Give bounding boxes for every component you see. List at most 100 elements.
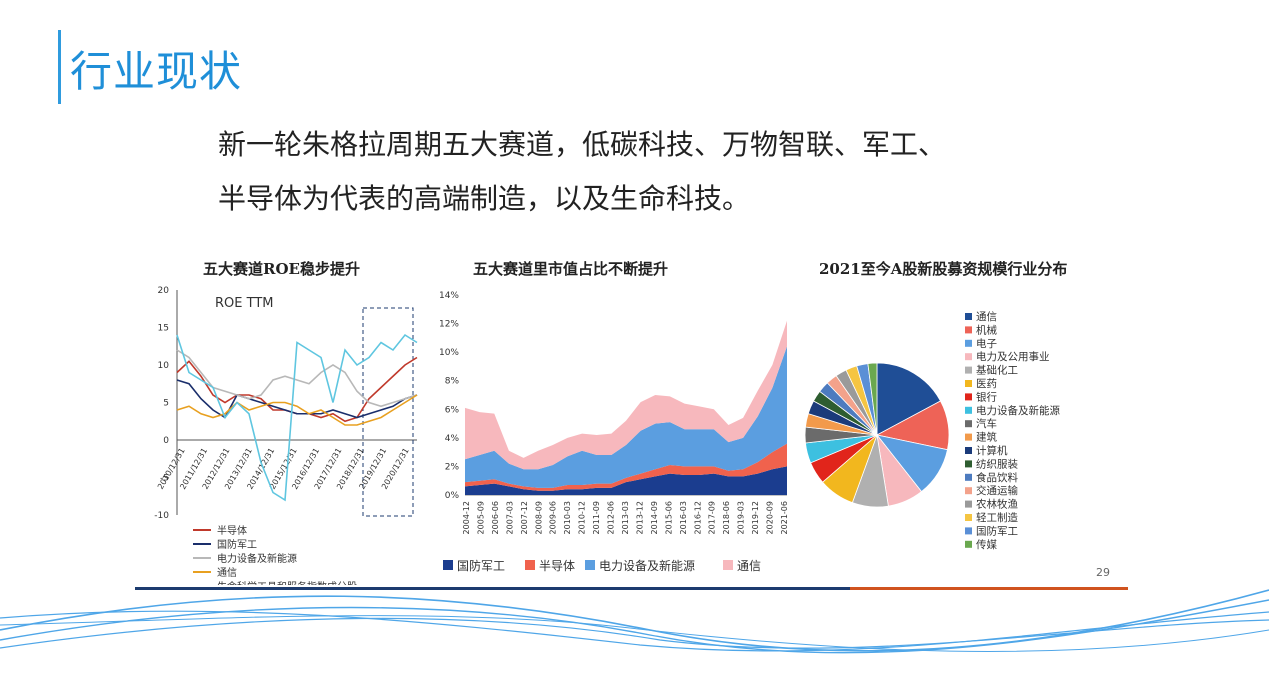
chart3-title: 2021至今A股新股募资规模行业分布 <box>819 260 1068 278</box>
chart2-title: 五大赛道里市值占比不断提升 <box>473 260 669 278</box>
chart2-x-tick-label: 2018-06 <box>722 501 731 534</box>
chart3-legend-swatch <box>965 460 972 468</box>
chart2-y-tick-label: 10% <box>439 348 459 358</box>
chart2-x-tick-label: 2007-03 <box>505 501 514 534</box>
chart1-y-tick-label: -5 <box>160 474 169 484</box>
chart2-x-tick-label: 2012-06 <box>607 501 616 534</box>
chart2-y-tick-label: 8% <box>445 377 460 387</box>
chart2-x-tick-label: 2021-06 <box>780 501 789 534</box>
chart3-legend-label: 传媒 <box>976 538 997 551</box>
chart2-legend-swatch <box>443 560 453 570</box>
chart3-legend-swatch <box>965 500 972 508</box>
chart1-legend-label: 生命科学工具和服务指数成分股 <box>217 580 357 585</box>
chart3-legend-swatch <box>965 540 972 548</box>
chart1-series-line <box>176 349 418 408</box>
chart3-legend-swatch <box>965 393 972 401</box>
chart1-legend-label: 半导体 <box>217 524 247 537</box>
chart2-series-area <box>465 443 787 491</box>
chart2-legend-label: 国防军工 <box>457 558 505 573</box>
chart1-annotation: ROE TTM <box>215 296 273 311</box>
intro-line-2: 半导体为代表的高端制造，以及生命科技。 <box>218 182 751 215</box>
market-cap-area-chart: 14% 12% 10% 8% 6% 4% 2% 0%2004-12 2005-09 2006-06… <box>439 291 789 573</box>
chart1-legend-label: 电力设备及新能源 <box>217 552 297 565</box>
page-title: 行业现状 <box>70 47 243 96</box>
chart2-x-tick-label: 2019-03 <box>737 501 746 534</box>
chart1-y-tick-label: 15 <box>158 324 169 334</box>
chart2-x-tick-label: 2006-06 <box>491 501 500 534</box>
chart2-x-tick-label: 2010-03 <box>563 501 572 534</box>
chart3-legend-label: 基础化工 <box>976 364 1018 377</box>
chart2-legend-label: 电力设备及新能源 <box>599 558 695 573</box>
chart2-x-tick-label: 2009-06 <box>549 501 558 534</box>
chart2-legend-swatch <box>525 560 535 570</box>
chart1-y-tick-label: -10 <box>154 511 169 521</box>
chart2-y-tick-label: 4% <box>445 434 460 444</box>
chart3-legend-label: 交通运输 <box>976 484 1018 497</box>
chart2-y-tick-label: 2% <box>445 462 460 472</box>
chart3-legend-swatch <box>965 313 972 320</box>
chart3-legend-swatch <box>965 487 972 495</box>
chart2-x-tick-label: 2004-12 <box>462 501 471 534</box>
chart1-series-line <box>176 379 418 419</box>
chart3-legend-label: 通信 <box>976 311 997 323</box>
chart1-series-line <box>176 394 418 426</box>
chart2-x-tick-label: 2008-09 <box>534 501 543 534</box>
chart3-legend-swatch <box>965 326 972 334</box>
chart3-legend-label: 食品饮料 <box>976 471 1018 484</box>
chart3-legend-label: 计算机 <box>976 444 1008 457</box>
chart3-pie-slice <box>876 362 942 436</box>
chart3-legend-swatch <box>965 447 972 454</box>
chart1-title: 五大赛道ROE稳步提升 <box>203 260 360 278</box>
chart2-x-tick-label: 2011-09 <box>592 501 601 534</box>
chart3-legend-swatch <box>965 366 972 374</box>
chart3-legend-swatch <box>965 433 972 441</box>
intro-line-1: 新一轮朱格拉周期五大赛道，低碳科技、万物智联、军工、 <box>218 128 947 161</box>
chart2-series-area <box>465 320 787 470</box>
ipo-pie-chart: 通信机械电子电力及公用事业基础化工医药银行电力设备及新能源汽车建筑计算机纺织服装… <box>804 311 1060 551</box>
chart1-legend-label: 国防军工 <box>217 538 257 551</box>
chart2-x-tick-label: 2017-09 <box>708 501 717 534</box>
chart2-x-tick-label: 2007-12 <box>520 501 529 534</box>
intro-text: 新一轮朱格拉周期五大赛道，低碳科技、万物智联、军工、 半导体为代表的高端制造，以… <box>218 118 1118 226</box>
chart2-x-tick-label: 2016-12 <box>693 501 702 534</box>
chart3-legend-swatch <box>965 420 972 428</box>
chart3-legend-label: 电力及公用事业 <box>976 350 1050 363</box>
chart2-x-tick-label: 2013-03 <box>621 501 630 534</box>
chart3-legend-label: 纺织服装 <box>976 457 1018 470</box>
decorative-waves <box>0 589 1269 654</box>
chart2-legend-swatch <box>723 560 733 570</box>
chart3-legend-label: 建筑 <box>976 431 997 444</box>
chart3-legend-label: 机械 <box>976 323 997 336</box>
chart2-series-area <box>465 346 787 488</box>
chart3-legend-label: 电力设备及新能源 <box>976 404 1060 417</box>
chart2-x-tick-label: 2013-12 <box>635 501 644 534</box>
chart2-x-tick-label: 2010-12 <box>578 501 587 534</box>
chart3-legend-label: 医药 <box>976 378 997 390</box>
chart3-pie-slice <box>867 362 878 436</box>
chart3-legend-swatch <box>965 380 972 387</box>
title-accent-bar <box>58 30 61 104</box>
chart3-legend-swatch <box>965 353 972 361</box>
chart3-legend-swatch <box>965 339 972 347</box>
chart1-legend-label: 通信 <box>217 567 237 579</box>
chart2-x-tick-label: 2020-09 <box>766 501 775 534</box>
chart2-x-tick-label: 2016-03 <box>679 501 688 534</box>
chart2-legend-label: 半导体 <box>539 559 575 573</box>
chart2-y-tick-label: 12% <box>439 320 459 330</box>
chart3-legend-swatch <box>965 473 972 481</box>
chart3-legend-swatch <box>965 527 972 535</box>
chart3-legend-label: 汽车 <box>976 417 997 430</box>
chart3-legend-swatch <box>965 514 972 521</box>
chart3-legend-swatch <box>965 406 972 414</box>
chart2-x-tick-label: 2019-12 <box>751 501 760 534</box>
chart2-x-tick-label: 2014-09 <box>650 501 659 534</box>
chart3-legend-label: 国防军工 <box>976 524 1018 537</box>
chart3-legend-label: 轻工制造 <box>976 511 1018 524</box>
chart2-y-tick-label: 6% <box>445 405 460 415</box>
chart2-series-area <box>465 466 787 495</box>
chart1-y-tick-label: 20 <box>158 286 170 296</box>
page-number: 29 <box>1096 566 1110 579</box>
panel-bottom-rule <box>135 587 1128 590</box>
chart2-legend-label: 通信 <box>737 559 761 573</box>
